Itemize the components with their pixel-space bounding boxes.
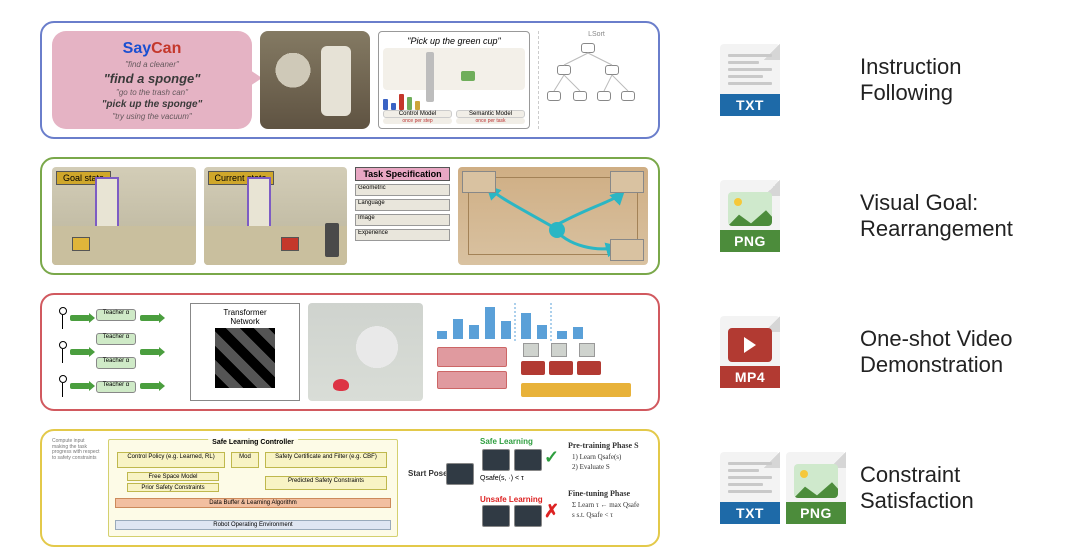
safe-controller-box: Safe Learning Controller Control Policy … xyxy=(108,439,398,537)
row-demonstration: Teacher α Teacher α Teacher α Teacher α … xyxy=(0,286,1080,418)
mp4-file-icon: MP4 xyxy=(720,316,780,388)
arm-label: Control Model xyxy=(383,110,452,118)
file-icons-instruction: TXT xyxy=(720,44,780,116)
row-constraint: Compute input making the task progress w… xyxy=(0,422,1080,554)
arm-bars xyxy=(383,92,525,110)
panel-instruction: SayCan "find a cleaner" "find a sponge" … xyxy=(40,21,660,139)
taskspec-header: Task Specification xyxy=(355,167,450,181)
file-icons-constraint: TXT PNG xyxy=(720,452,846,524)
transformer-box: Transformer Network xyxy=(190,303,300,401)
saycan-line: "find a cleaner" xyxy=(125,60,179,69)
training-phases: Pre-training Phase S 1) Learn Qsafe(s) 2… xyxy=(564,439,648,537)
file-icons-demonstration: MP4 xyxy=(720,316,780,388)
left-note: Compute input making the task progress w… xyxy=(52,439,100,537)
saycan-line: "go to the trash can" xyxy=(116,88,188,97)
arm-sublabel: once per step xyxy=(383,118,452,124)
safe-unsafe-grid: Start Pose Safe Learning Unsafe Learning… xyxy=(406,439,556,537)
row-label: Instruction Following xyxy=(860,54,1070,107)
file-icons-rearrangement: PNG xyxy=(720,180,780,252)
panel-constraint: Compute input making the task progress w… xyxy=(40,429,660,547)
saycan-line: "try using the vacuum" xyxy=(112,112,192,121)
robot-demo-photo xyxy=(308,303,423,401)
taskspec-item: Experience xyxy=(355,229,450,241)
task-spec-panel: Task Specification Geometric Language Im… xyxy=(355,167,450,265)
saycan-line: "find a sponge" xyxy=(104,71,201,86)
panel-demonstration: Teacher α Teacher α Teacher α Teacher α … xyxy=(40,293,660,411)
panel-rearrangement: Goal state Current state Task Specificat… xyxy=(40,157,660,275)
png-file-icon: PNG xyxy=(720,180,780,252)
row-label: Visual Goal: Rearrangement xyxy=(860,190,1070,243)
pipeline-diagram xyxy=(431,303,648,401)
row-label: Constraint Satisfaction xyxy=(860,462,1070,515)
txt-file-icon: TXT xyxy=(720,44,780,116)
taskspec-item: Geometric xyxy=(355,184,450,196)
goal-state-image: Goal state xyxy=(52,167,196,265)
topdown-map xyxy=(458,167,648,265)
saycan-bubble: SayCan "find a cleaner" "find a sponge" … xyxy=(52,31,252,129)
txt-file-icon: TXT xyxy=(720,452,780,524)
saycan-title: SayCan xyxy=(123,40,182,58)
taskspec-item: Image xyxy=(355,214,450,226)
arm-label: Semantic Model xyxy=(456,110,525,118)
taskspec-item: Language xyxy=(355,199,450,211)
demo-flow: Teacher α Teacher α Teacher α Teacher α xyxy=(52,303,182,401)
arm-caption: "Pick up the green cup" xyxy=(383,36,525,46)
network-diagram: LSort xyxy=(538,31,648,129)
saycan-line: "pick up the sponge" xyxy=(102,99,203,110)
arm-sublabel: once per task xyxy=(456,118,525,124)
current-state-image: Current state xyxy=(204,167,348,265)
row-instruction: SayCan "find a cleaner" "find a sponge" … xyxy=(0,14,1080,146)
robot-kitchen-photo xyxy=(260,31,370,129)
png-file-icon: PNG xyxy=(786,452,846,524)
arm-diagram: "Pick up the green cup" Control Model Se… xyxy=(378,31,530,129)
row-label: One-shot Video Demonstration xyxy=(860,326,1070,379)
row-rearrangement: Goal state Current state Task Specificat… xyxy=(0,150,1080,282)
